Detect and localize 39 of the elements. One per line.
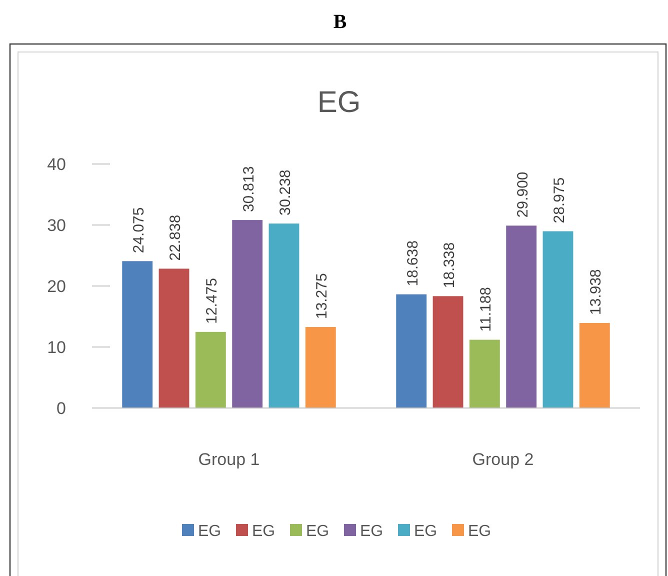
data-label: 30.813 — [240, 166, 258, 212]
x-tick-label: Group 1 — [198, 450, 260, 469]
bar — [195, 332, 226, 408]
bar — [542, 231, 574, 408]
data-label: 11.188 — [478, 286, 495, 332]
data-label: 29.900 — [514, 172, 532, 218]
bar — [232, 220, 263, 408]
text: B — [333, 11, 347, 33]
y-tick-label: 20 — [47, 277, 66, 296]
bar — [396, 294, 427, 408]
y-tick-label: 40 — [47, 155, 66, 174]
data-label: 12.475 — [204, 278, 221, 324]
bar — [432, 296, 464, 408]
legend-label: EG — [252, 523, 276, 540]
x-tick-label: Group 2 — [472, 450, 534, 469]
bar — [122, 261, 153, 408]
data-label: 28.975 — [550, 177, 568, 224]
bar — [268, 224, 300, 408]
legend-label: EG — [306, 523, 330, 540]
data-label: 13.275 — [314, 273, 331, 320]
data-label: 24.075 — [130, 207, 148, 254]
data-label: 13.938 — [588, 269, 605, 315]
y-tick-label: 30 — [47, 216, 66, 235]
bar — [579, 322, 610, 408]
data-label: 18.338 — [441, 242, 458, 288]
bar — [158, 268, 190, 408]
legend-label: EG — [198, 523, 222, 540]
y-tick-label: 10 — [47, 338, 66, 357]
y-tick-label: 0 — [56, 399, 66, 418]
data-label: 18.638 — [404, 240, 422, 286]
bar — [469, 340, 500, 408]
legend-label: EG — [468, 523, 492, 540]
legend-label: EG — [360, 523, 384, 540]
data-label: 22.838 — [167, 214, 184, 261]
bar — [506, 226, 537, 408]
legend-label: EG — [414, 523, 438, 540]
bar — [305, 327, 336, 408]
data-label: 30.238 — [276, 170, 294, 216]
chart-title: EG — [317, 86, 361, 119]
